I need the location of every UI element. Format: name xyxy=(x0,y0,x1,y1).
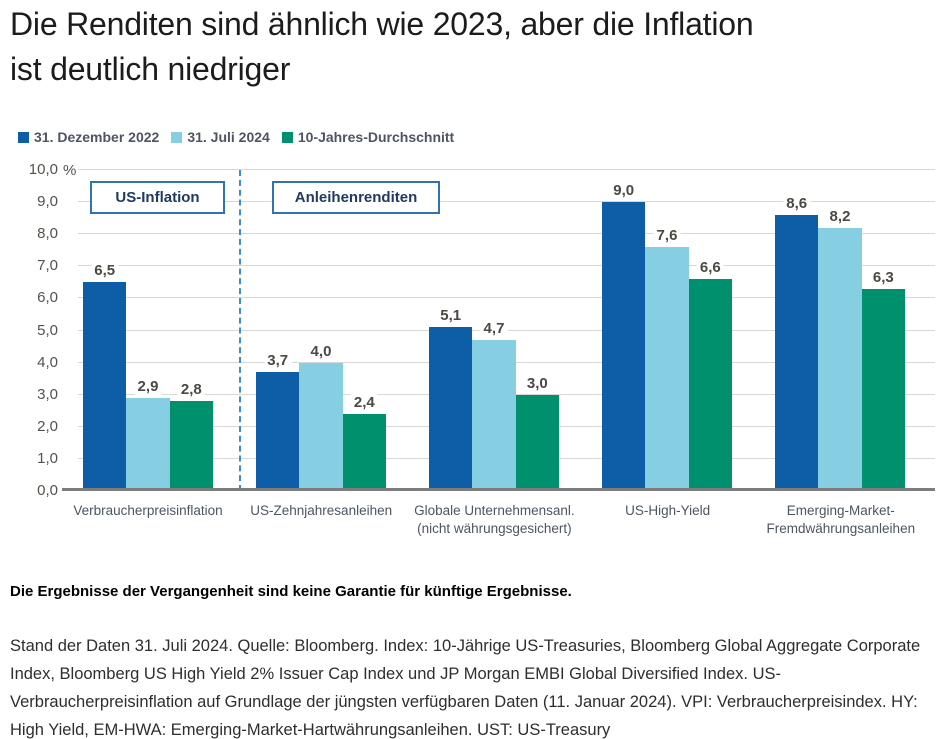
x-axis-labels: Verbraucherpreisinflation US-Zehnjahresan… xyxy=(0,502,940,548)
bar-chart: 0,0 1,0 2,0 3,0 4,0 5,0 6,0 7,0 8,0 9,0 10,0 % 6,5… xyxy=(0,158,940,558)
bar xyxy=(861,288,905,491)
bar xyxy=(256,372,300,491)
bar-cell: 7,6 xyxy=(645,170,689,491)
legend-item-dez-2022: 31. Dezember 2022 xyxy=(18,129,159,145)
bar xyxy=(342,413,386,491)
y-tick-label: 6,0 xyxy=(37,289,58,307)
bar-cell: 2,4 xyxy=(342,170,386,491)
bar-group: 6,5 2,9 2,8 xyxy=(83,170,213,491)
bar xyxy=(775,214,819,491)
y-tick-label: 7,0 xyxy=(37,257,58,275)
bar-cell: 2,9 xyxy=(126,170,170,491)
y-tick-label: 8,0 xyxy=(37,225,58,243)
bar xyxy=(688,279,732,491)
y-tick-label: 3,0 xyxy=(37,385,58,403)
y-tick-label: 4,0 xyxy=(37,353,58,371)
page-title: Die Renditen sind ähnlich wie 2023, aber… xyxy=(10,2,930,92)
bars-row: 6,5 2,9 2,8 3,7 4,0 2,4 5,1 4,7 3,0 9,0 7,6 6,6 8,6 8… xyxy=(78,170,935,491)
bar-group: 3,7 4,0 2,4 xyxy=(256,170,386,491)
bar-cell: 6,6 xyxy=(688,170,732,491)
y-tick-label: 0,0 xyxy=(37,482,58,499)
bar xyxy=(645,247,689,491)
gridline xyxy=(78,297,935,299)
bar-value-label: 2,9 xyxy=(134,377,162,396)
bar-value-label: 3,7 xyxy=(264,352,292,371)
bar-value-label: 9,0 xyxy=(610,182,638,201)
bar-cell: 8,2 xyxy=(818,170,862,491)
bar-cell: 3,0 xyxy=(515,170,559,491)
legend-label: 10-Jahres-Durchschnitt xyxy=(297,129,455,145)
x-axis-baseline xyxy=(62,488,935,491)
page-title-line-1: Die Renditen sind ähnlich wie 2023, aber… xyxy=(10,6,754,42)
bar-value-label: 6,6 xyxy=(696,259,724,278)
bar-cell: 3,7 xyxy=(256,170,300,491)
bar xyxy=(169,401,213,491)
gridline xyxy=(78,265,935,267)
bar-group: 8,6 8,2 6,3 xyxy=(775,170,905,491)
gridline xyxy=(78,201,935,203)
x-axis-label: Emerging-Market- Fremdwährungsanleihen xyxy=(766,503,916,536)
y-axis-labels: 0,0 1,0 2,0 3,0 4,0 5,0 6,0 7,0 8,0 9,0 10,0 xyxy=(0,161,58,499)
x-axis-label: Globale Unternehmensanl. (nicht währungsg… xyxy=(414,503,575,536)
bar xyxy=(83,282,127,491)
bar-value-label: 7,6 xyxy=(653,227,681,246)
bar xyxy=(126,397,170,491)
bar-cell: 6,5 xyxy=(83,170,127,491)
bar xyxy=(472,340,516,491)
x-axis-label: Verbraucherpreisinflation xyxy=(73,503,223,518)
legend-label: 31. Dezember 2022 xyxy=(34,129,160,145)
y-tick-label: 5,0 xyxy=(37,321,58,339)
bar-value-label: 2,8 xyxy=(177,381,205,400)
bar-cell: 9,0 xyxy=(602,170,646,491)
legend-label: 31. Juli 2024 xyxy=(187,129,270,145)
bar-value-label: 8,2 xyxy=(826,207,854,226)
bar-value-label: 6,3 xyxy=(869,268,897,287)
past-performance-disclaimer: Die Ergebnisse der Vergangenheit sind ke… xyxy=(10,583,572,600)
bar-cell: 5,1 xyxy=(429,170,473,491)
y-tick-label: 1,0 xyxy=(37,449,58,467)
bar xyxy=(429,327,473,491)
y-tick-label: 10,0 xyxy=(28,161,58,178)
bar-cell: 4,0 xyxy=(299,170,343,491)
legend-item-10j-durchschnitt: 10-Jahres-Durchschnitt xyxy=(281,129,455,145)
annotation-label: Anleihenrenditen xyxy=(294,189,418,206)
bar-cell: 4,7 xyxy=(472,170,516,491)
source-footnote: Stand der Daten 31. Juli 2024. Quelle: B… xyxy=(10,637,921,739)
plot-area: 6,5 2,9 2,8 3,7 4,0 2,4 5,1 4,7 3,0 9,0 7,6 6,6 8,6 8… xyxy=(62,169,935,491)
bar-value-label: 6,5 xyxy=(91,262,119,281)
bar xyxy=(602,202,646,491)
y-tick-label: 2,0 xyxy=(37,417,58,435)
annotation-box-us-inflation: US-Inflation xyxy=(90,181,225,214)
bar xyxy=(515,394,559,491)
x-axis-label: US-Zehnjahresanleihen xyxy=(250,503,393,518)
bar-cell: 2,8 xyxy=(169,170,213,491)
legend-swatch-dez-2022 xyxy=(18,131,29,143)
bar-cell: 8,6 xyxy=(775,170,819,491)
page-title-line-2: ist deutlich niedriger xyxy=(10,51,291,87)
bar xyxy=(299,362,343,491)
annotation-label: US-Inflation xyxy=(115,189,200,206)
gridline xyxy=(78,169,935,170)
section-separator-dashed-line xyxy=(239,170,241,491)
bar-value-label: 2,4 xyxy=(350,393,378,412)
bar-value-label: 3,0 xyxy=(523,374,551,393)
legend-swatch-juli-2024 xyxy=(171,131,183,143)
annotation-box-anleihenrenditen: Anleihenrenditen xyxy=(272,181,440,214)
bar-value-label: 8,6 xyxy=(783,194,811,213)
gridline xyxy=(78,233,935,235)
bar-value-label: 4,0 xyxy=(307,342,335,361)
y-axis-unit: % xyxy=(63,162,77,179)
bar-cell: 6,3 xyxy=(861,170,905,491)
bar-group: 5,1 4,7 3,0 xyxy=(429,170,559,491)
bar xyxy=(818,227,862,491)
legend-item-juli-2024: 31. Juli 2024 xyxy=(171,129,270,145)
bar-group: 9,0 7,6 6,6 xyxy=(602,170,732,491)
y-tick-label: 9,0 xyxy=(37,193,58,211)
bar-value-label: 5,1 xyxy=(437,307,465,326)
x-axis-label: US-High-Yield xyxy=(625,503,711,518)
legend-swatch-10j-durchschnitt xyxy=(281,131,293,143)
bar-value-label: 4,7 xyxy=(480,320,508,339)
chart-legend: 31. Dezember 2022 31. Juli 2024 10-Jahre… xyxy=(18,129,454,145)
